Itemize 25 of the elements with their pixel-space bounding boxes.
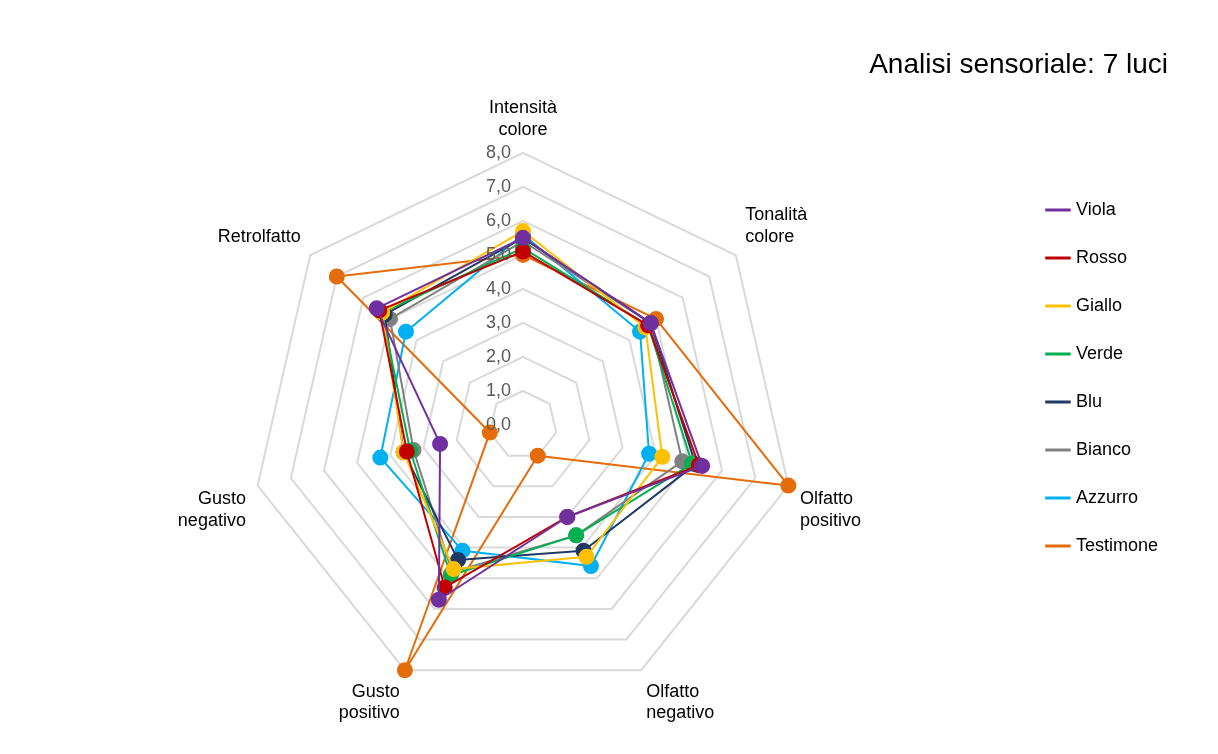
spoke-label: Olfatto positivo [800,488,862,530]
y-tick-label: 5,0 [485,243,511,264]
legend-label: Giallo [1075,294,1122,315]
y-tick-label: 1,0 [485,379,511,400]
chart-title: Analisi sensoriale: 7 luci [869,47,1168,79]
y-tick-label: 0,0 [485,413,511,434]
y-tick-label: 7,0 [485,175,511,196]
legend-label: Testimone [1075,534,1159,555]
y-tick-label: 3,0 [485,311,511,332]
spoke-label: Retrolfatto [217,225,301,246]
spoke-label: Intensità colore [488,97,559,139]
y-tick-label: 2,0 [485,345,511,366]
y-tick-label: 4,0 [485,277,511,298]
spoke-label: Gusto positivo [338,680,400,723]
y-tick-label: 6,0 [485,209,511,230]
legend-label: Azzurro [1075,486,1138,507]
y-tick-label: 8,0 [485,141,511,162]
legend-label: Bianco [1075,438,1132,459]
legend-label: Rosso [1075,246,1127,267]
spoke-label: Olfatto negativo [646,680,715,723]
legend-label: Viola [1075,198,1117,219]
spoke-label: Tonalità colore [745,204,809,246]
spoke-label: Gusto negativo [177,488,246,530]
legend-label: Blu [1075,390,1102,411]
legend-label: Verde [1075,342,1124,363]
